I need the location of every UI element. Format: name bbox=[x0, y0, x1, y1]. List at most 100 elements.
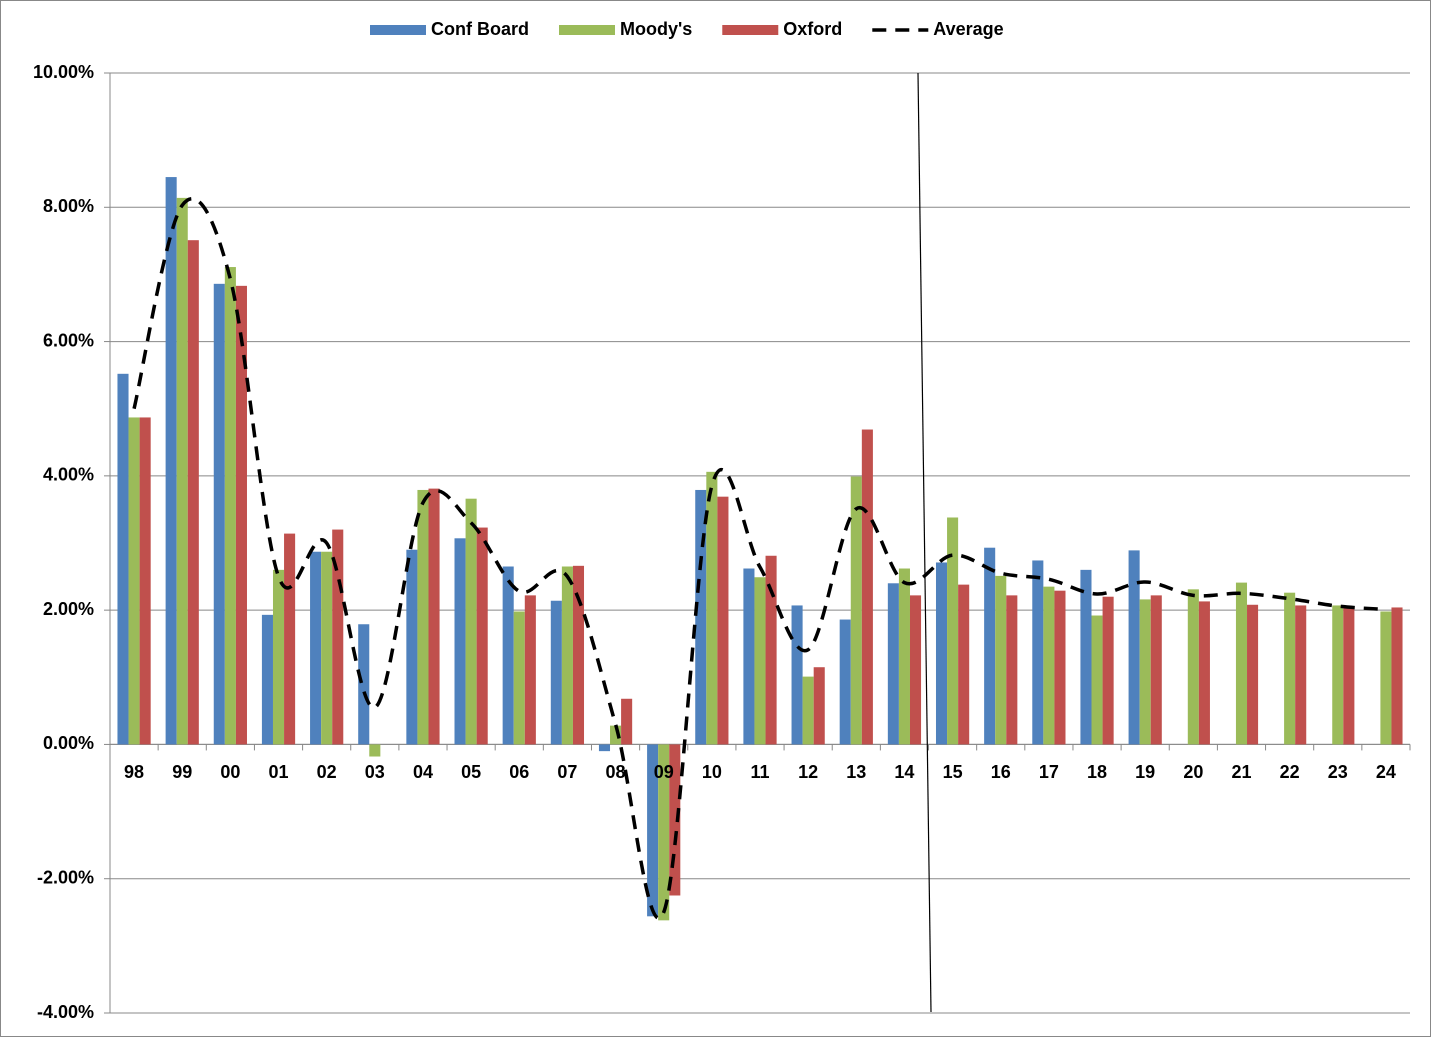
legend-label: Average bbox=[933, 19, 1003, 39]
x-tick-label: 98 bbox=[124, 762, 144, 782]
legend-swatch bbox=[559, 25, 615, 35]
bar bbox=[1247, 604, 1259, 745]
bar bbox=[1032, 560, 1044, 745]
bar bbox=[861, 429, 873, 745]
x-tick-label: 06 bbox=[509, 762, 529, 782]
bar bbox=[1043, 586, 1055, 745]
x-tick-label: 17 bbox=[1039, 762, 1059, 782]
legend-swatch bbox=[370, 25, 426, 35]
bar bbox=[187, 240, 199, 745]
bar bbox=[465, 498, 477, 745]
x-tick-label: 16 bbox=[991, 762, 1011, 782]
x-tick-label: 20 bbox=[1183, 762, 1203, 782]
bar bbox=[754, 577, 766, 745]
x-tick-label: 22 bbox=[1280, 762, 1300, 782]
bar bbox=[261, 614, 273, 745]
x-tick-label: 14 bbox=[894, 762, 914, 782]
bar bbox=[669, 744, 681, 896]
bar bbox=[572, 565, 585, 745]
x-tick-label: 21 bbox=[1231, 762, 1251, 782]
bar bbox=[1235, 582, 1248, 745]
bar bbox=[813, 667, 825, 745]
bar bbox=[743, 568, 755, 745]
bar bbox=[839, 619, 851, 745]
bar bbox=[898, 568, 910, 745]
x-tick-label: 07 bbox=[557, 762, 577, 782]
bar bbox=[561, 566, 573, 745]
forecast-divider bbox=[917, 72, 932, 1013]
legend: Conf Board Moody's Oxford Average bbox=[370, 19, 1004, 39]
bar bbox=[706, 471, 718, 745]
bar bbox=[176, 197, 188, 745]
bar bbox=[802, 676, 814, 745]
bar bbox=[310, 551, 322, 745]
bar bbox=[647, 744, 659, 917]
bar bbox=[417, 489, 429, 745]
bar bbox=[128, 417, 140, 745]
bar bbox=[695, 489, 707, 745]
bar bbox=[850, 476, 862, 745]
bar bbox=[428, 488, 440, 745]
bars bbox=[117, 177, 1403, 921]
bar bbox=[1391, 607, 1403, 745]
bar bbox=[935, 562, 948, 745]
bar bbox=[1054, 590, 1066, 745]
bar bbox=[1284, 592, 1296, 745]
bar bbox=[1187, 589, 1199, 745]
bar bbox=[598, 744, 611, 752]
line bbox=[132, 197, 1387, 920]
bar bbox=[1139, 599, 1151, 745]
x-tick-label: 09 bbox=[654, 762, 674, 782]
bar bbox=[454, 538, 466, 745]
bar bbox=[165, 177, 177, 745]
bar bbox=[717, 496, 729, 745]
bar bbox=[358, 624, 370, 745]
bar bbox=[1295, 605, 1307, 745]
y-tick-label: -4.00% bbox=[37, 1002, 94, 1022]
bar bbox=[550, 600, 562, 745]
x-tick-label: 99 bbox=[172, 762, 192, 782]
bar bbox=[406, 549, 418, 745]
x-tick-label: 11 bbox=[750, 762, 769, 782]
y-tick-label: 6.00% bbox=[43, 330, 94, 350]
x-tick-label: 01 bbox=[269, 762, 289, 782]
bar bbox=[658, 744, 670, 921]
bar bbox=[1332, 605, 1344, 745]
bar bbox=[369, 744, 381, 757]
x-tick-label: 02 bbox=[317, 762, 337, 782]
y-tick-label: 8.00% bbox=[43, 196, 94, 216]
bar bbox=[1102, 596, 1114, 745]
bar bbox=[1006, 595, 1018, 745]
y-tick-label: 4.00% bbox=[43, 465, 94, 485]
bar bbox=[1091, 615, 1103, 745]
bar bbox=[1343, 606, 1355, 745]
bar bbox=[117, 373, 129, 745]
bar bbox=[272, 569, 285, 745]
bar bbox=[524, 595, 536, 745]
bar bbox=[321, 551, 333, 745]
x-tick-label: 00 bbox=[220, 762, 240, 782]
bar bbox=[610, 725, 622, 745]
bar bbox=[332, 529, 344, 745]
bar bbox=[995, 575, 1007, 745]
bar bbox=[1380, 611, 1392, 745]
bar bbox=[235, 285, 247, 745]
x-tick-label: 08 bbox=[606, 762, 626, 782]
x-tick-label: 24 bbox=[1376, 762, 1396, 782]
bar bbox=[958, 584, 970, 745]
bar bbox=[139, 417, 151, 745]
x-tick-label: 15 bbox=[943, 762, 963, 782]
x-tick-label: 05 bbox=[461, 762, 481, 782]
bar bbox=[909, 595, 922, 745]
bar bbox=[1128, 550, 1140, 745]
bar bbox=[1080, 569, 1092, 745]
foreground: -4.00% -2.00% 0.00% 2.00% 4.00% 6.00% 8.00% 10.… bbox=[33, 19, 1396, 1022]
x-tick-label: 13 bbox=[846, 762, 866, 782]
bar bbox=[513, 611, 525, 745]
x-tick-label: 03 bbox=[365, 762, 385, 782]
x-tick-label: 18 bbox=[1087, 762, 1107, 782]
bar bbox=[284, 533, 296, 745]
bar bbox=[502, 566, 514, 745]
bar bbox=[984, 547, 996, 745]
legend-label: Conf Board bbox=[431, 19, 529, 39]
